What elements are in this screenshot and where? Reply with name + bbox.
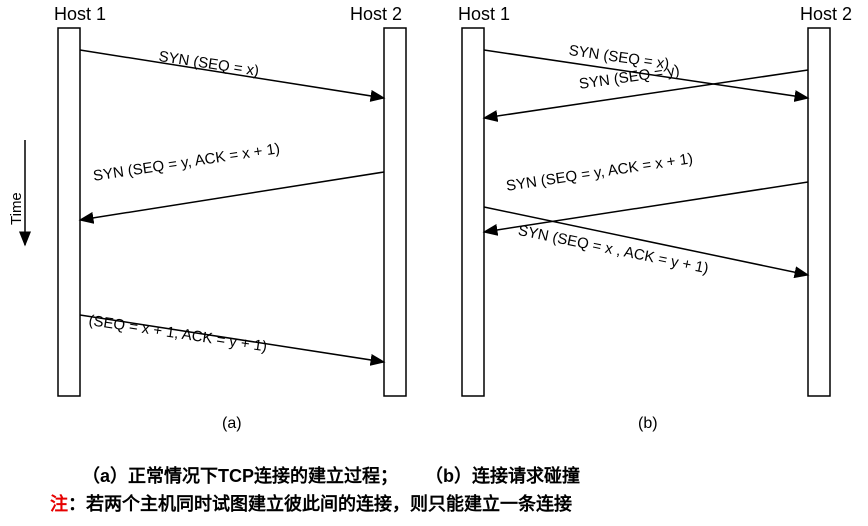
tcp-sequence-diagram: Host 1 Host 2 Host 1 Host 2 Time SYN (SE…: [0, 0, 868, 440]
diagram-svg: [0, 0, 868, 440]
right-host2-box: [808, 28, 830, 396]
left-host1-label: Host 1: [54, 4, 106, 25]
left-host1-box: [58, 28, 80, 396]
caption-b: （b）连接请求碰撞: [425, 466, 580, 486]
left-host2-label: Host 2: [350, 4, 402, 25]
time-axis-label: Time: [8, 192, 25, 225]
left-host2-box: [384, 28, 406, 396]
note-prefix: 注: [50, 494, 68, 514]
caption-line-1: （a）正常情况下TCP连接的建立过程； （b）连接请求碰撞: [82, 462, 580, 488]
right-sub-label: (b): [638, 415, 658, 433]
right-host1-label: Host 1: [458, 4, 510, 25]
left-sub-label: (a): [222, 415, 242, 433]
caption-note: 注：若两个主机同时试图建立彼此间的连接，则只能建立一条连接: [50, 490, 572, 516]
right-host1-box: [462, 28, 484, 396]
right-host2-label: Host 2: [800, 4, 852, 25]
caption-a: （a）正常情况下TCP连接的建立过程；: [82, 466, 398, 486]
note-text: ：若两个主机同时试图建立彼此间的连接，则只能建立一条连接: [68, 494, 572, 514]
